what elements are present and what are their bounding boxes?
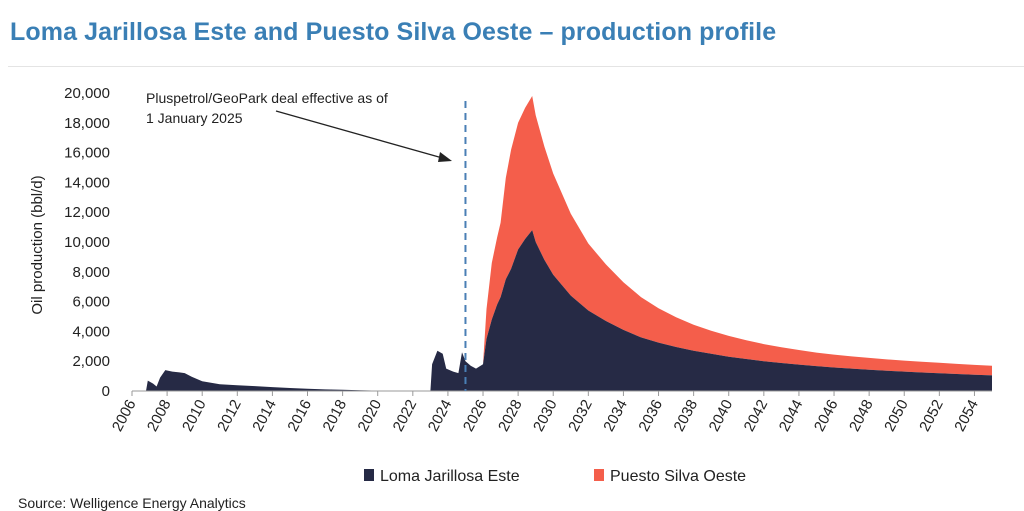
x-tick-label: 2028 — [495, 397, 526, 434]
x-tick-label: 2050 — [881, 397, 912, 434]
legend-swatch-puesto — [594, 469, 604, 481]
annotation-arrowhead-icon — [438, 152, 452, 162]
annotation-arrow — [276, 111, 446, 159]
x-tick-label: 2054 — [951, 397, 982, 434]
x-tick-label: 2040 — [706, 397, 737, 434]
x-tick-label: 2010 — [179, 397, 210, 434]
x-tick-label: 2024 — [425, 397, 456, 434]
x-tick-label: 2042 — [741, 397, 772, 434]
y-tick-label: 6,000 — [72, 294, 110, 311]
y-tick-label: 4,000 — [72, 323, 110, 340]
y-tick-label: 20,000 — [64, 85, 110, 102]
legend: Loma Jarillosa Este Puesto Silva Oeste — [364, 468, 746, 485]
x-tick-label: 2036 — [635, 397, 666, 434]
x-tick-label: 2034 — [600, 397, 631, 434]
x-tick-label: 2030 — [530, 397, 561, 434]
y-tick-label: 0 — [102, 383, 110, 400]
legend-label-loma: Loma Jarillosa Este — [380, 468, 520, 485]
y-tick-label: 16,000 — [64, 145, 110, 162]
series-areas — [146, 96, 992, 391]
y-tick-label: 14,000 — [64, 174, 110, 191]
x-tick-label: 2038 — [670, 397, 701, 434]
x-tick-label: 2018 — [319, 397, 350, 434]
deal-annotation: Pluspetrol/GeoPark deal effective as of … — [146, 90, 452, 162]
x-tick-label: 2008 — [144, 397, 175, 434]
x-tick-label: 2012 — [214, 397, 245, 434]
y-axis-ticks: 0 2,000 4,000 6,000 8,000 10,000 12,000 14,000 1… — [64, 85, 110, 400]
y-tick-label: 2,000 — [72, 353, 110, 370]
x-tick-label: 2020 — [355, 397, 386, 434]
page-title: Loma Jarillosa Este and Puesto Silva Oes… — [10, 18, 776, 47]
y-axis-label: Oil production (bbl/d) — [29, 175, 46, 314]
x-tick-label: 2052 — [916, 397, 947, 434]
production-chart: 0 2,000 4,000 6,000 8,000 10,000 12,000 14,000 1… — [8, 67, 1024, 497]
annotation-line-1: Pluspetrol/GeoPark deal effective as of — [146, 90, 388, 106]
x-tick-label: 2026 — [460, 397, 491, 434]
y-tick-label: 12,000 — [64, 204, 110, 221]
y-tick-label: 18,000 — [64, 115, 110, 132]
y-tick-label: 10,000 — [64, 234, 110, 251]
x-axis-ticks: 2006200820102012201420162018202020222024… — [109, 391, 982, 434]
source-note: Source: Welligence Energy Analytics — [18, 495, 246, 511]
legend-label-puesto: Puesto Silva Oeste — [610, 468, 746, 485]
x-tick-label: 2016 — [284, 397, 315, 434]
x-tick-label: 2048 — [846, 397, 877, 434]
x-tick-label: 2006 — [109, 397, 140, 434]
x-tick-label: 2046 — [811, 397, 842, 434]
annotation-line-2: 1 January 2025 — [146, 110, 243, 126]
y-tick-label: 8,000 — [72, 264, 110, 281]
x-tick-label: 2022 — [390, 397, 421, 434]
x-tick-label: 2014 — [249, 397, 280, 434]
chart-panel: 0 2,000 4,000 6,000 8,000 10,000 12,000 14,000 1… — [8, 66, 1024, 511]
x-tick-label: 2032 — [565, 397, 596, 434]
x-tick-label: 2044 — [776, 397, 807, 434]
legend-swatch-loma — [364, 469, 374, 481]
